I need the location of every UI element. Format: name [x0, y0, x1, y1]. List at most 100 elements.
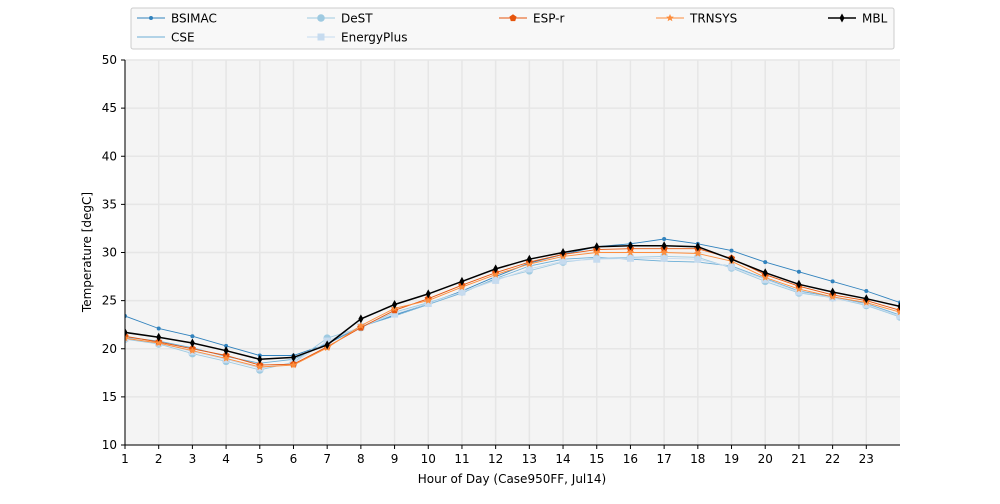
legend-label: TRNSYS: [689, 12, 737, 26]
x-tick-label: 22: [825, 452, 840, 466]
marker-diamond: [459, 276, 465, 286]
marker-star: [694, 249, 702, 257]
marker-diamond: [156, 332, 162, 342]
marker-diamond: [425, 289, 431, 299]
series-line: [125, 252, 900, 368]
series-line: [125, 256, 900, 364]
x-tick-label: 19: [724, 452, 739, 466]
legend: BSIMAC CSE DeST EnergyPlus ESP-r TRNSYS MBL: [130, 7, 895, 50]
marker-star: [154, 339, 163, 347]
marker-diamond: [661, 241, 667, 251]
x-tick-label: 4: [222, 452, 230, 466]
marker-diamond: [863, 294, 869, 304]
marker-star: [256, 363, 264, 371]
marker-square: [424, 300, 432, 308]
x-tick-label: 21: [791, 452, 806, 466]
marker-diamond: [493, 264, 499, 274]
series-line: [125, 248, 900, 366]
marker-star: [188, 346, 197, 354]
marker-diamond: [324, 340, 330, 350]
x-tick-label: 23: [859, 452, 874, 466]
marker-square: [694, 255, 702, 263]
marker-dot: [763, 260, 768, 265]
marker-diamond: [627, 241, 633, 251]
legend-label: DeST: [341, 12, 373, 26]
marker-star: [357, 321, 365, 329]
x-tick-label: 20: [758, 452, 773, 466]
marker-square: [728, 263, 736, 271]
legend-label: EnergyPlus: [341, 31, 407, 45]
marker-square: [525, 265, 533, 273]
x-tick-label: 8: [357, 452, 365, 466]
marker-dot: [729, 248, 734, 253]
x-tick-label: 6: [290, 452, 298, 466]
marker-diamond: [762, 268, 768, 278]
marker-star: [424, 296, 433, 304]
y-tick-label: 30: [102, 246, 117, 260]
marker-diamond: [897, 301, 900, 311]
x-tick-label: 17: [656, 452, 671, 466]
marker-dot: [796, 269, 801, 274]
marker-star: [289, 361, 298, 369]
marker-square: [593, 255, 601, 263]
marker-diamond: [695, 242, 701, 252]
marker-star: [125, 334, 129, 342]
legend-item-energyplus: EnergyPlus: [307, 31, 407, 45]
x-tick-label: 10: [421, 452, 436, 466]
marker-star: [660, 248, 668, 256]
x-tick-label: 14: [555, 452, 570, 466]
marker-square: [559, 257, 567, 265]
x-tick-label: 11: [454, 452, 469, 466]
y-tick-label: 10: [102, 438, 117, 452]
x-tick-label: 13: [522, 452, 537, 466]
legend-label: MBL: [862, 12, 888, 26]
marker-square: [896, 312, 900, 320]
legend-item-trnsys: TRNSYS: [656, 12, 737, 26]
marker-square: [862, 300, 870, 308]
legend-label: CSE: [171, 31, 195, 45]
marker-star: [458, 283, 466, 291]
x-tick-label: 2: [155, 452, 163, 466]
marker-pixel: [150, 36, 152, 38]
marker-diamond: [594, 242, 600, 252]
x-tick-label: 12: [488, 452, 503, 466]
y-tick-label: 15: [102, 390, 117, 404]
marker-star: [626, 248, 635, 256]
marker-square: [660, 254, 668, 262]
legend-item-bsimac: BSIMAC: [137, 12, 217, 26]
legend-item-cse: CSE: [137, 31, 195, 45]
marker-diamond: [189, 338, 195, 348]
series-group: [125, 237, 900, 374]
series-line: [125, 245, 900, 361]
marker-dot: [830, 279, 835, 284]
x-tick-label: 18: [690, 452, 705, 466]
y-tick-label: 40: [102, 149, 117, 163]
marker-square: [795, 288, 803, 296]
marker-star: [592, 248, 601, 256]
legend-label: ESP-r: [533, 12, 565, 26]
y-tick-label: 45: [102, 101, 117, 115]
axes: 1 2 3 4 5 6 7 8 9 10 11 12 13 14 15 16 17 18 19 20 21 22 23101…: [102, 53, 900, 466]
x-tick-label: 9: [391, 452, 399, 466]
marker-dot: [156, 326, 161, 331]
marker-pentagon: [509, 14, 517, 22]
marker-diamond: [526, 254, 532, 264]
legend-label: BSIMAC: [171, 12, 217, 26]
y-tick-label: 35: [102, 197, 117, 211]
marker-diamond: [830, 287, 836, 297]
x-tick-label: 1: [121, 452, 129, 466]
marker-dot: [224, 343, 229, 348]
y-tick-label: 20: [102, 342, 117, 356]
legend-item-esp-r: ESP-r: [499, 12, 565, 26]
marker-square: [761, 275, 769, 283]
y-tick-label: 25: [102, 294, 117, 308]
marker-square: [458, 288, 466, 296]
marker-diamond: [223, 346, 229, 356]
marker-dot: [864, 289, 869, 293]
marker-diamond: [257, 354, 263, 364]
marker-square: [492, 276, 500, 284]
marker-diamond: [358, 314, 364, 324]
marker-diamond: [560, 248, 566, 257]
marker-square: [626, 254, 634, 262]
marker-star: [896, 308, 900, 316]
